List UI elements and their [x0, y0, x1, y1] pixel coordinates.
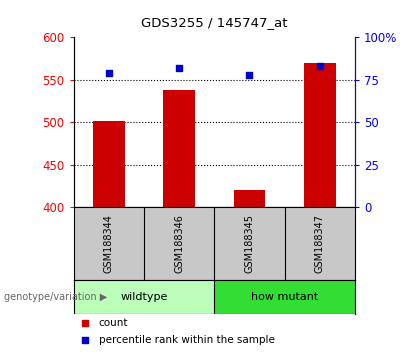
Point: [176, 65, 182, 70]
Point: [316, 63, 323, 69]
Text: GSM188344: GSM188344: [104, 214, 114, 273]
Text: GSM188345: GSM188345: [244, 214, 255, 273]
Text: GSM188347: GSM188347: [315, 214, 325, 273]
Text: wildtype: wildtype: [120, 292, 168, 302]
Point: [246, 72, 253, 78]
Text: GSM188346: GSM188346: [174, 214, 184, 273]
Text: genotype/variation ▶: genotype/variation ▶: [4, 292, 108, 302]
Text: how mutant: how mutant: [251, 292, 318, 302]
Text: GDS3255 / 145747_at: GDS3255 / 145747_at: [141, 17, 287, 29]
Text: percentile rank within the sample: percentile rank within the sample: [99, 335, 275, 344]
Point: [105, 70, 112, 76]
Bar: [234, 190, 265, 207]
Bar: [93, 121, 124, 207]
Bar: [214, 280, 355, 314]
Text: count: count: [99, 318, 129, 328]
Bar: [304, 63, 336, 207]
Bar: [74, 280, 214, 314]
Point: [81, 337, 88, 342]
Bar: [163, 90, 195, 207]
Point: [81, 320, 88, 326]
